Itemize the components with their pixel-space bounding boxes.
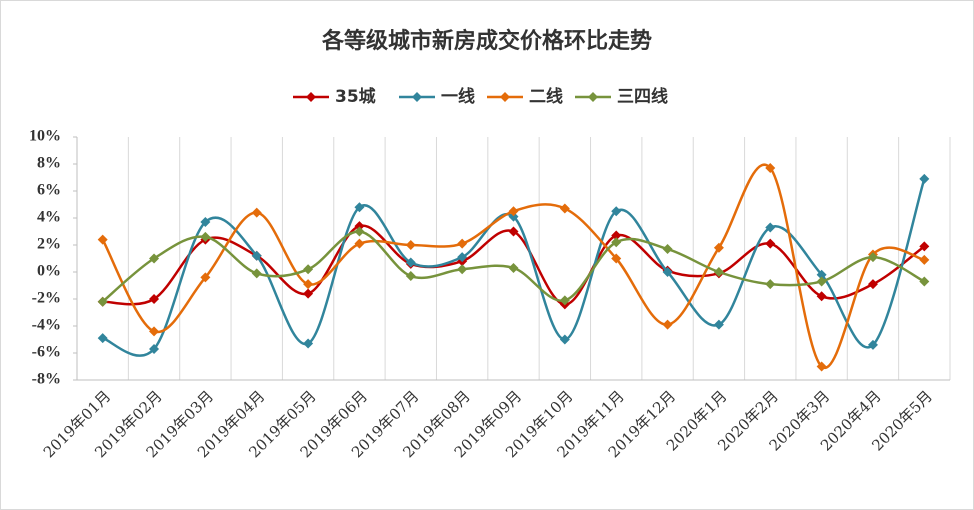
point: [508, 206, 519, 217]
legend-label: 35城: [335, 87, 376, 107]
point: [816, 361, 827, 372]
legend-label: 三四线: [617, 86, 668, 107]
point: [149, 294, 160, 304]
point: [303, 288, 314, 299]
chart-title: 各等级城市新房成交价格环比走势: [321, 28, 652, 54]
point: [405, 271, 416, 282]
legend-marker: [500, 92, 510, 102]
y-tick-label: 6%: [37, 182, 61, 199]
legend-label: 二线: [529, 86, 563, 107]
y-tick-label: 8%: [37, 155, 61, 172]
point: [251, 250, 262, 261]
point: [149, 326, 160, 337]
point: [867, 279, 878, 290]
y-tick-label: -4%: [32, 317, 61, 334]
y-tick-label: 0%: [37, 263, 61, 280]
point: [867, 252, 878, 263]
point: [867, 339, 878, 350]
legend-marker: [306, 92, 316, 102]
point: [200, 231, 211, 242]
point: [508, 226, 519, 237]
legend-marker: [412, 92, 422, 102]
point: [816, 291, 827, 302]
point: [303, 264, 314, 275]
point: [919, 241, 930, 252]
point: [816, 276, 827, 287]
point: [765, 222, 776, 233]
point: [354, 238, 365, 249]
point: [713, 319, 724, 330]
y-tick-label: -2%: [32, 290, 61, 307]
y-tick-label: -8%: [32, 371, 61, 388]
point: [508, 262, 519, 273]
point: [765, 279, 776, 290]
point: [97, 296, 108, 307]
point: [559, 203, 570, 214]
point: [405, 240, 416, 250]
line: [101, 163, 925, 369]
point: [919, 254, 930, 265]
point: [919, 276, 930, 287]
point: [611, 230, 622, 241]
point: [559, 295, 570, 306]
point: [354, 226, 365, 237]
point: [200, 272, 211, 283]
point: [354, 202, 365, 213]
point: [713, 267, 724, 277]
point: [611, 206, 622, 217]
point: [251, 268, 262, 279]
point: [200, 217, 211, 228]
point: [559, 334, 570, 345]
point: [662, 267, 673, 277]
point: [97, 333, 108, 344]
line: [102, 224, 926, 306]
point: [611, 253, 622, 264]
point: [713, 242, 724, 253]
point: [611, 237, 622, 248]
point: [765, 163, 776, 174]
point: [405, 257, 416, 268]
point: [457, 264, 468, 275]
point: [354, 221, 365, 232]
point: [303, 279, 314, 290]
point: [816, 269, 827, 280]
line: [102, 178, 926, 357]
y-tick-label: -6%: [32, 344, 61, 361]
point: [149, 253, 160, 264]
point: [251, 207, 262, 218]
point: [303, 338, 314, 349]
point: [97, 234, 108, 245]
point: [149, 343, 160, 354]
point: [662, 319, 673, 330]
y-tick-label: 10%: [29, 128, 61, 145]
y-tick-label: 4%: [37, 209, 61, 226]
y-tick-label: 2%: [37, 236, 61, 253]
legend-label: 一线: [441, 86, 475, 107]
point: [457, 238, 468, 249]
point: [457, 252, 468, 263]
point: [765, 238, 776, 249]
legend-marker: [588, 92, 598, 102]
point: [508, 211, 519, 222]
legend: 35城 一线 二线 三四线: [293, 86, 668, 107]
point: [919, 173, 930, 184]
point: [662, 244, 673, 255]
